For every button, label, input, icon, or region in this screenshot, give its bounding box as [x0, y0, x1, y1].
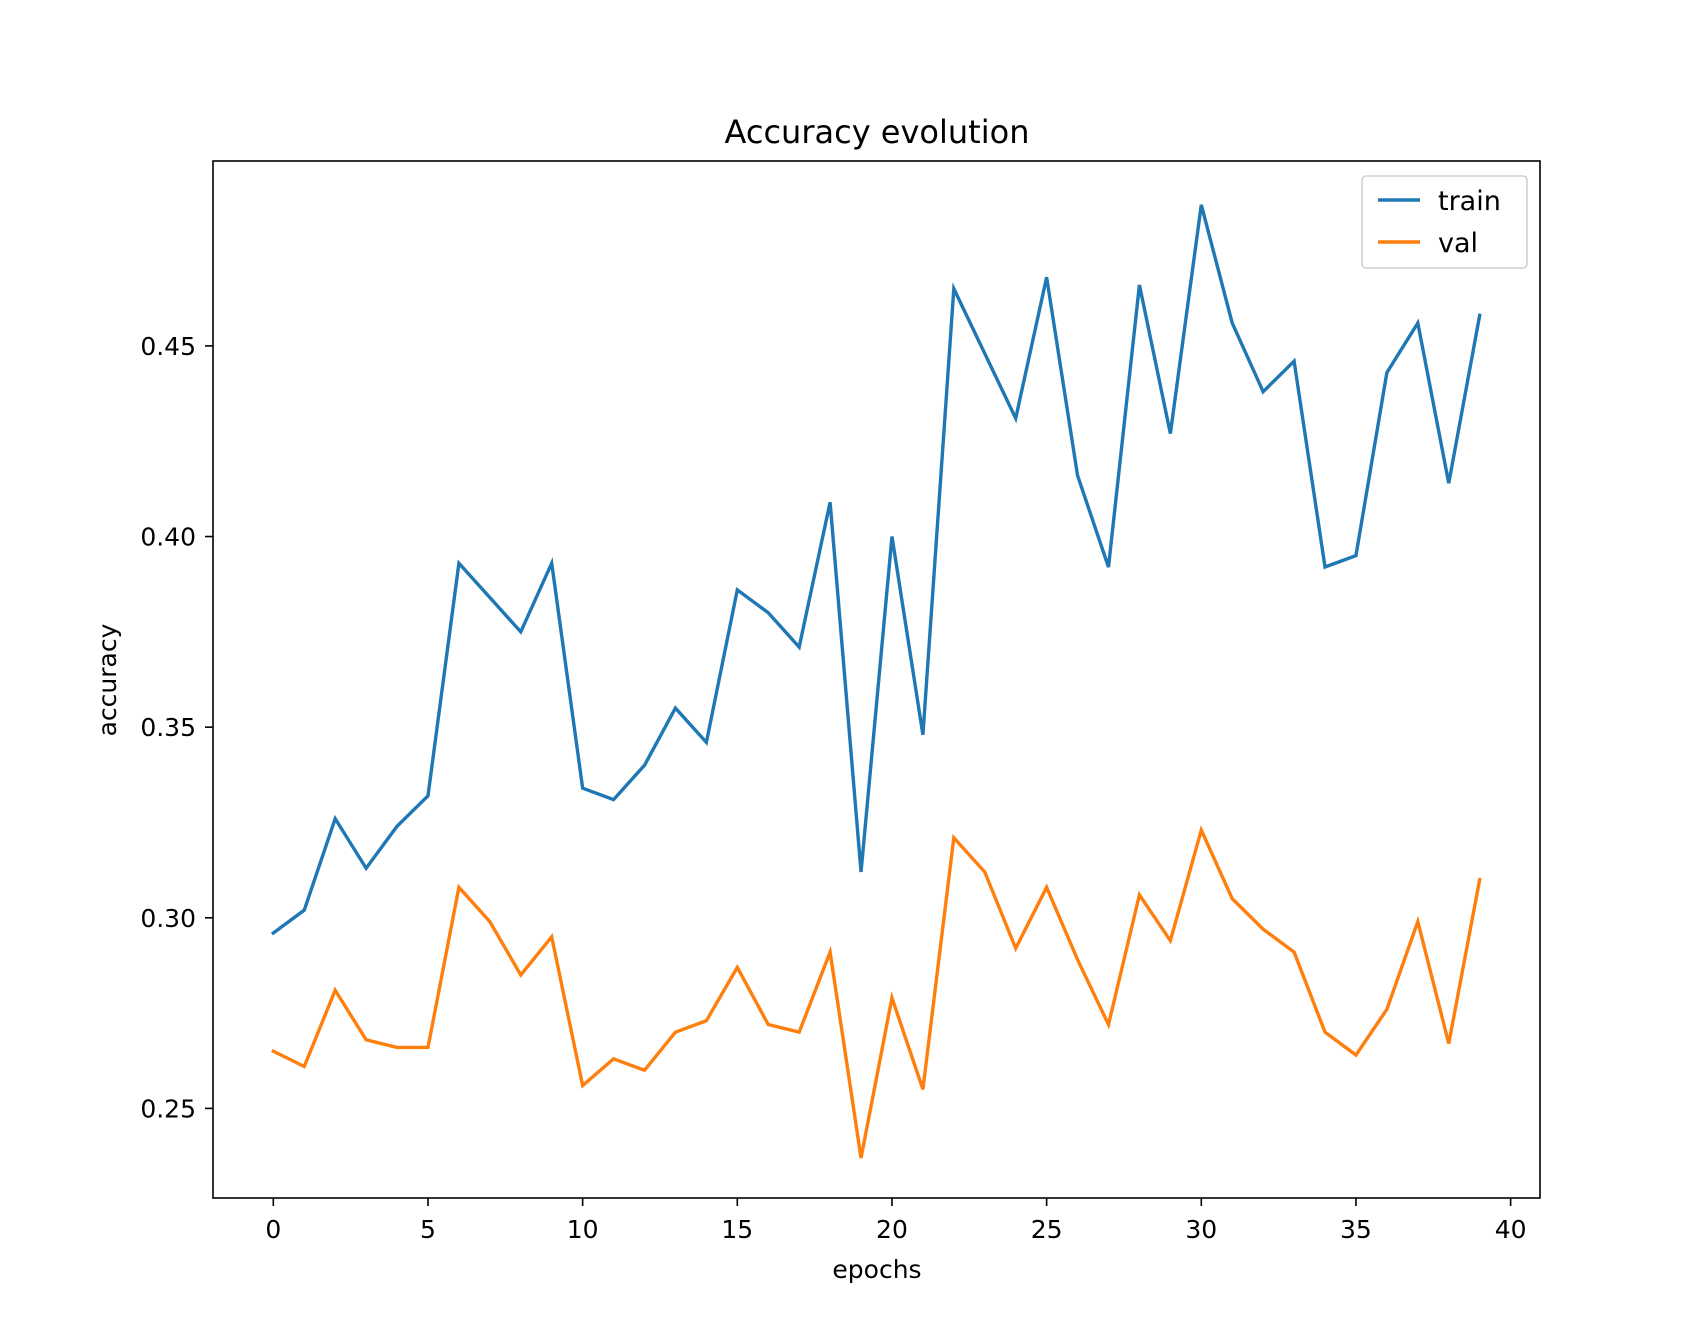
y-axis-label: accuracy	[93, 623, 122, 736]
x-tick-label: 5	[420, 1215, 436, 1244]
x-tick-label: 25	[1031, 1215, 1063, 1244]
x-tick-label: 30	[1185, 1215, 1217, 1244]
chart-title: Accuracy evolution	[725, 113, 1030, 151]
x-tick-label: 20	[876, 1215, 908, 1244]
y-tick-label: 0.25	[140, 1094, 196, 1123]
x-axis-label: epochs	[832, 1255, 921, 1284]
series-layer	[270, 204, 1482, 1159]
y-tick-label: 0.35	[140, 713, 196, 742]
series-line-train	[270, 204, 1482, 936]
x-tick-label: 0	[265, 1215, 281, 1244]
series-line-val	[271, 825, 1482, 1159]
y-tick-label: 0.30	[140, 904, 196, 933]
x-axis: 0 5 10 15 20 25 30 35 40	[265, 1198, 1527, 1244]
y-tick-label: 0.40	[140, 523, 196, 552]
plot-frame	[212, 160, 1541, 1199]
legend-label-val: val	[1438, 228, 1478, 259]
y-tick-label: 0.45	[140, 332, 196, 361]
x-tick-label: 35	[1340, 1215, 1372, 1244]
x-tick-label: 10	[567, 1215, 599, 1244]
x-tick-label: 40	[1495, 1215, 1527, 1244]
y-axis: 0.25 0.30 0.35 0.40 0.45	[140, 332, 213, 1123]
legend: train val	[1361, 175, 1528, 269]
legend-label-train: train	[1438, 186, 1501, 217]
x-tick-label: 15	[721, 1215, 753, 1244]
